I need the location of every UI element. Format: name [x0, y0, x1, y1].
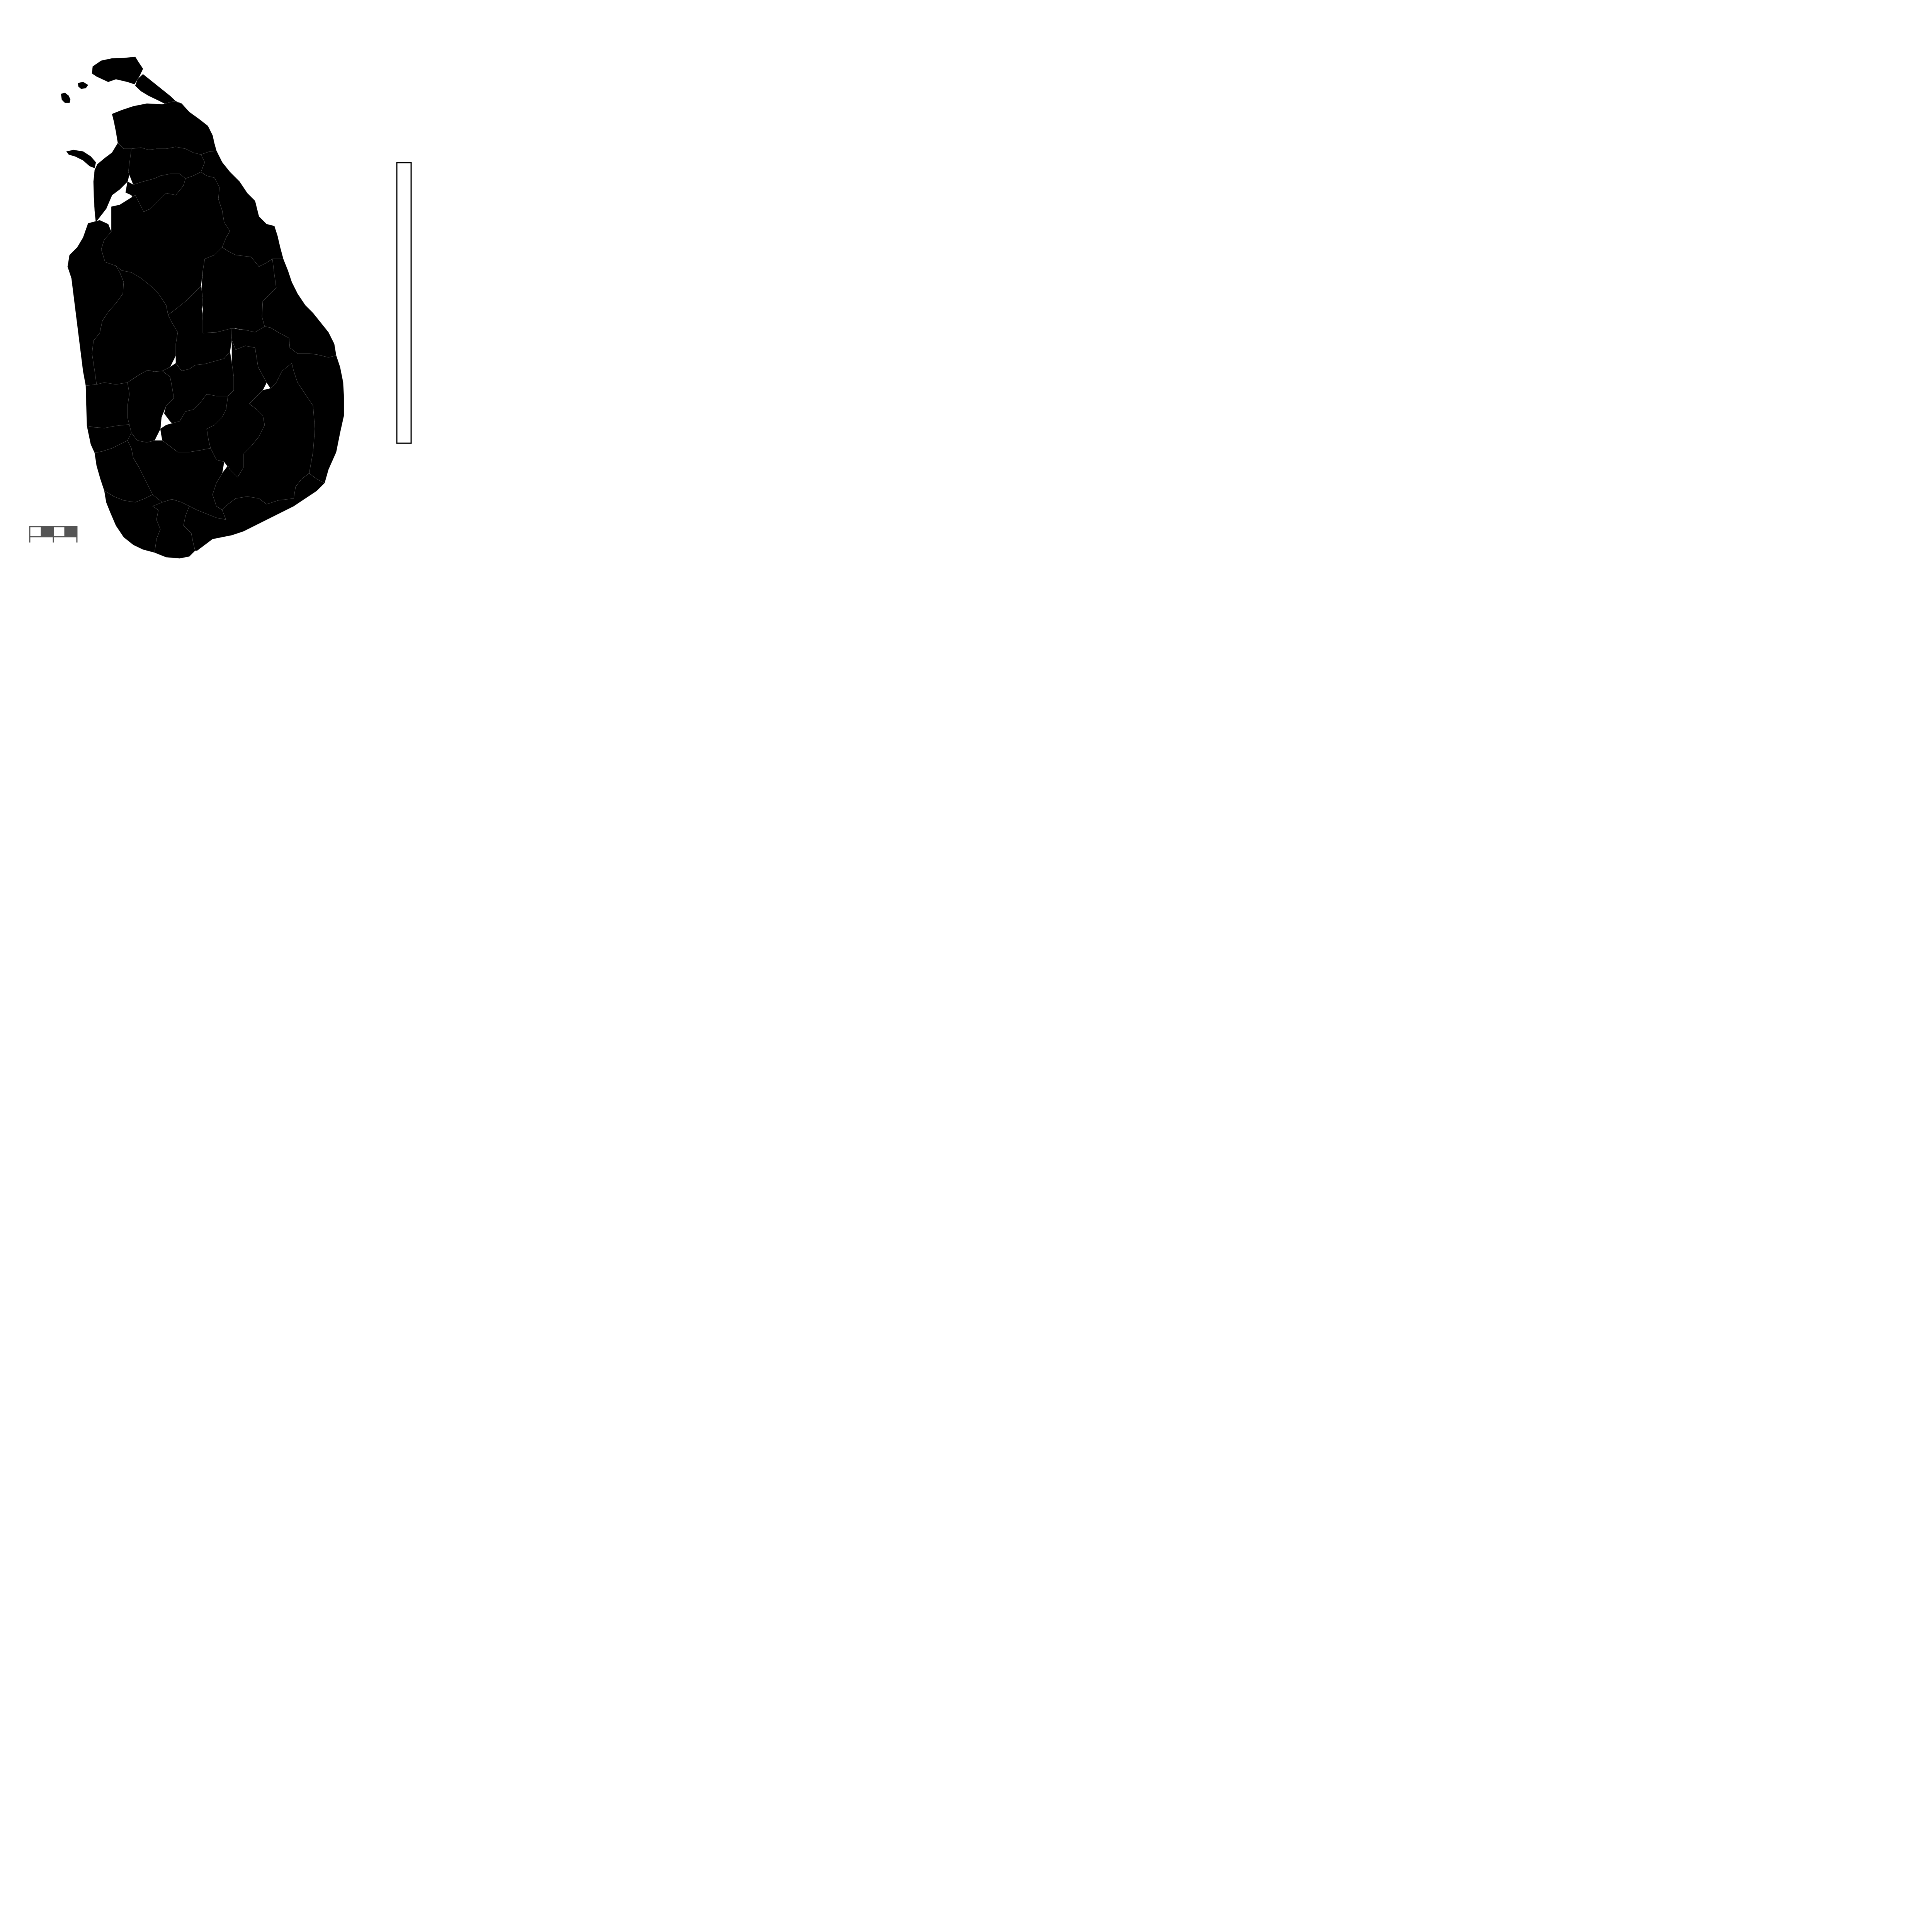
district-hambantota[interactable]: [183, 473, 325, 551]
scale-segment-1: [29, 526, 42, 537]
district-matale[interactable]: [168, 286, 232, 371]
legend-frame: [396, 162, 412, 444]
district-kegalle[interactable]: [127, 370, 174, 443]
scale-segment-2: [41, 526, 54, 537]
district-gampaha[interactable]: [85, 382, 132, 429]
districts: [61, 56, 344, 559]
district-mullaitivu[interactable]: [112, 101, 217, 155]
district-ampara[interactable]: [231, 326, 344, 483]
islet-kayts[interactable]: [78, 82, 88, 89]
district-jaffna[interactable]: [92, 56, 143, 85]
legend: [396, 162, 412, 444]
scale-segment-4: [64, 526, 78, 537]
scale-segment-3: [53, 526, 66, 537]
islet-delft[interactable]: [61, 92, 71, 103]
scale-bar: [29, 526, 78, 543]
sri-lanka-choropleth-map: [29, 56, 412, 559]
district-mannar-island[interactable]: [66, 150, 96, 168]
